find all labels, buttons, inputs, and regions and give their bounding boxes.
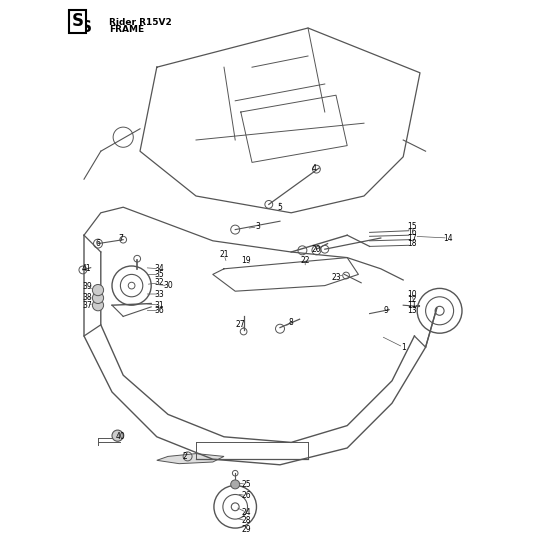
Circle shape <box>92 292 104 304</box>
Text: 23: 23 <box>331 273 341 282</box>
Text: 29: 29 <box>241 525 251 534</box>
Text: 2: 2 <box>183 452 187 461</box>
Text: 26: 26 <box>241 491 251 500</box>
Text: 21: 21 <box>220 250 228 259</box>
Text: 36: 36 <box>155 306 165 315</box>
Text: 39: 39 <box>82 282 92 291</box>
Text: 18: 18 <box>407 239 416 248</box>
Text: 22: 22 <box>301 256 310 265</box>
Circle shape <box>231 480 240 489</box>
Text: S: S <box>71 12 83 30</box>
Text: 33: 33 <box>155 290 165 298</box>
Text: 37: 37 <box>82 301 92 310</box>
Text: 40: 40 <box>115 432 125 441</box>
Text: 35: 35 <box>155 270 165 279</box>
Circle shape <box>92 284 104 296</box>
Text: 4: 4 <box>311 164 316 172</box>
Text: 17: 17 <box>407 234 417 242</box>
Text: 16: 16 <box>407 228 417 237</box>
Polygon shape <box>157 454 224 464</box>
Text: 24: 24 <box>241 508 251 517</box>
Text: 3: 3 <box>255 222 260 231</box>
Text: 8: 8 <box>289 318 293 326</box>
Text: 25: 25 <box>241 480 251 489</box>
Text: 10: 10 <box>407 290 417 298</box>
Text: 11: 11 <box>407 301 416 310</box>
Text: 15: 15 <box>407 222 417 231</box>
Text: 14: 14 <box>443 234 453 242</box>
Text: 32: 32 <box>155 278 165 287</box>
Text: 41: 41 <box>82 264 92 273</box>
Text: 12: 12 <box>407 295 416 304</box>
Text: FRAME: FRAME <box>109 25 144 34</box>
Text: 28: 28 <box>242 516 251 525</box>
Text: 13: 13 <box>407 306 417 315</box>
Text: 19: 19 <box>241 256 251 265</box>
Text: 27: 27 <box>236 320 246 329</box>
Text: 7: 7 <box>118 234 123 242</box>
Text: 6: 6 <box>96 239 100 248</box>
Text: 34: 34 <box>155 264 165 273</box>
Text: Rider R15V2: Rider R15V2 <box>109 18 172 27</box>
Text: 1: 1 <box>401 343 405 352</box>
Text: 30: 30 <box>163 281 173 290</box>
Text: 5: 5 <box>278 203 282 212</box>
Text: 9: 9 <box>384 306 389 315</box>
Circle shape <box>112 430 123 441</box>
Circle shape <box>92 300 104 311</box>
Text: 38: 38 <box>82 293 92 302</box>
Text: S: S <box>81 20 92 35</box>
Text: 31: 31 <box>155 301 165 310</box>
Text: 20: 20 <box>311 245 321 254</box>
